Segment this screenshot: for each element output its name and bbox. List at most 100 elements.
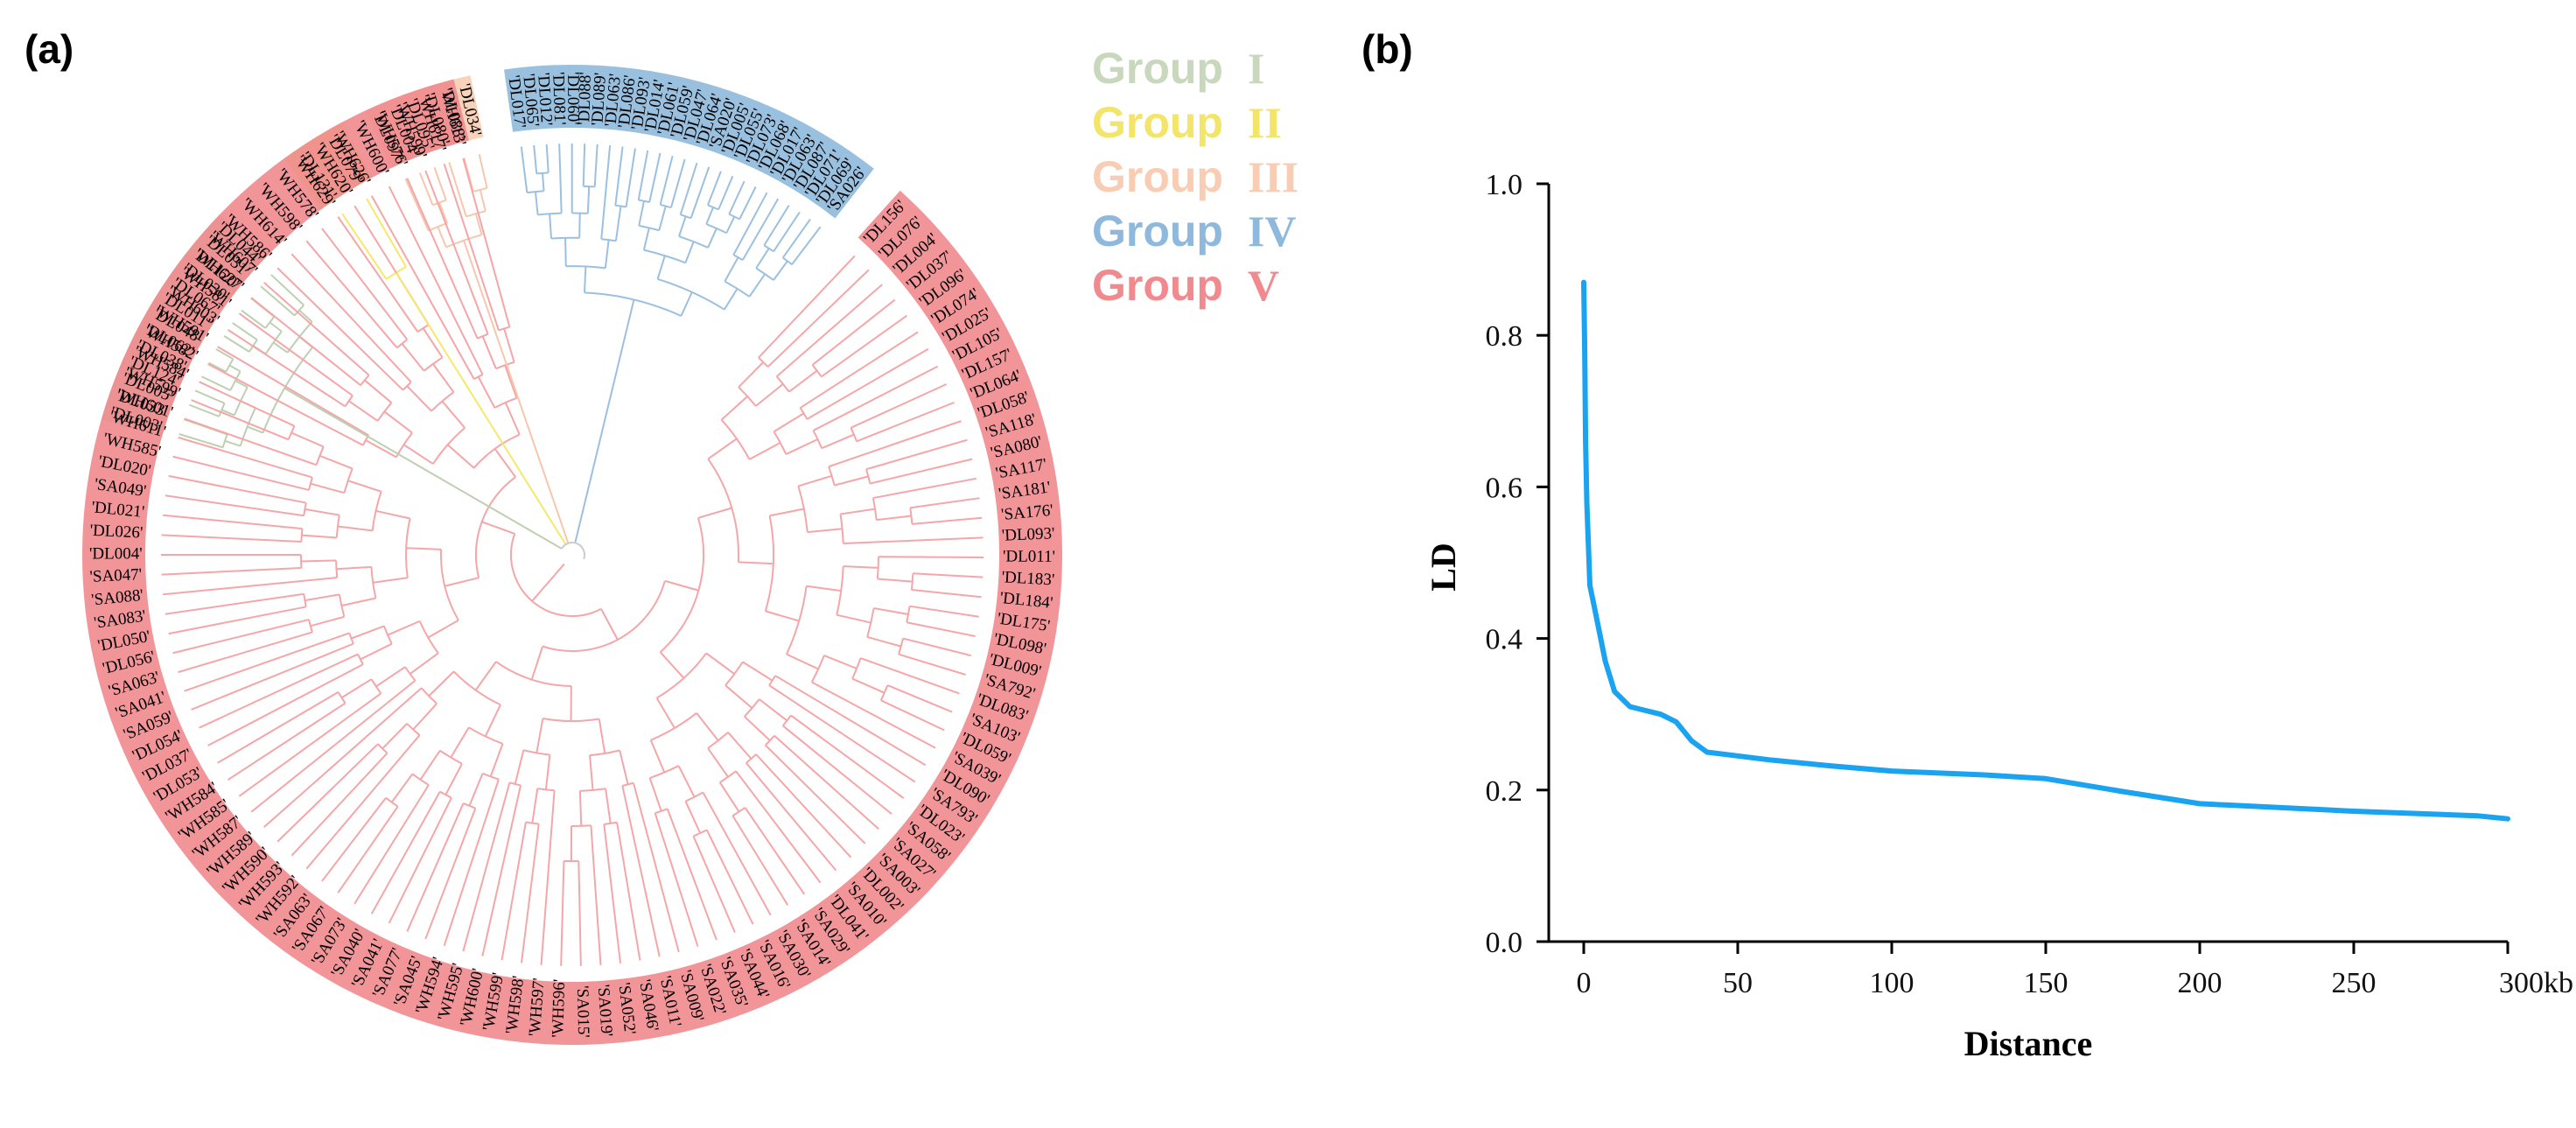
tree-branch — [865, 438, 968, 471]
tree-branch — [164, 494, 304, 517]
tree-branch — [250, 297, 361, 386]
tree-branch — [514, 749, 525, 785]
tree-branch — [481, 785, 522, 956]
tree-branch — [684, 801, 702, 834]
tree-branch — [422, 327, 444, 358]
y-tick-label: 0.2 — [1486, 775, 1523, 808]
tree-branch — [444, 577, 480, 587]
tree-branch — [741, 198, 780, 261]
legend-label: Group — [1092, 44, 1223, 93]
tree-branch — [347, 480, 382, 493]
x-tick-label: 150 — [2024, 967, 2068, 999]
tree-branch — [690, 166, 710, 219]
tree-branch — [207, 361, 227, 373]
legend-item-group-1: Group I — [1092, 44, 1264, 93]
tree-branch — [383, 410, 413, 434]
tree-branch — [188, 403, 220, 417]
tree-branch — [387, 620, 421, 636]
tree-branch — [504, 364, 518, 399]
tree-branch — [305, 240, 398, 349]
tree-branch — [692, 836, 736, 934]
tree-branch — [272, 341, 289, 354]
tree-branch — [773, 412, 805, 433]
tree-branch — [718, 781, 740, 813]
leaf-label: 'WH597' — [526, 977, 549, 1037]
tree-branch — [774, 675, 927, 767]
tree-branch — [481, 335, 497, 369]
tree-branch — [340, 678, 373, 699]
tree-branch — [798, 474, 832, 487]
leaf-label: 'DL026' — [89, 522, 144, 543]
x-axis-ticks: 0 50 100 150 200 250 300kb — [1577, 942, 2573, 999]
tree-branch — [866, 635, 901, 648]
tree-branch — [658, 206, 667, 231]
tree-branch — [637, 150, 649, 200]
tree-branch — [201, 375, 231, 391]
y-axis-ticks: 0.0 0.2 0.4 0.6 0.8 1.0 — [1486, 169, 1549, 959]
tree-branch — [388, 797, 452, 924]
tree-branch — [191, 642, 354, 711]
y-axis-title: LD — [1424, 543, 1463, 592]
tree-branch — [489, 743, 504, 777]
legend-label: Group — [1092, 152, 1223, 201]
tree-branch — [484, 704, 501, 737]
leaf-label: 'DL060' — [564, 72, 582, 125]
ld-decay-line — [1581, 279, 2510, 822]
tree-branch — [406, 802, 465, 932]
leaf-label: 'SA047' — [89, 565, 143, 586]
tree-branch — [911, 589, 982, 599]
tree-branch — [785, 438, 818, 455]
tree-branch — [742, 661, 774, 682]
tree-branch — [707, 228, 718, 249]
tree-branch — [260, 285, 296, 317]
tree-branch — [659, 651, 685, 679]
tree-branch — [479, 189, 486, 212]
tree-branch — [164, 592, 304, 615]
tree-branch — [544, 754, 551, 790]
tree-branch — [234, 380, 248, 389]
tree-branch — [706, 171, 722, 206]
y-tick-label: 0.8 — [1486, 320, 1523, 353]
tree-branch — [614, 146, 624, 206]
tree-branch — [409, 652, 439, 675]
tree-branch — [909, 605, 979, 618]
tree-branch — [654, 812, 699, 947]
legend-label: Group — [1092, 207, 1223, 256]
tree-branch — [404, 178, 430, 232]
tree-root-arc — [561, 542, 585, 560]
leaf-label: 'DL004' — [89, 544, 143, 563]
group-legend: Group I Group II Group III Group IV Grou… — [1092, 44, 1298, 310]
tree-branch — [659, 155, 674, 206]
leaf-label: 'DL081' — [549, 72, 569, 125]
tree-branch — [437, 226, 447, 248]
tree-branch — [850, 383, 948, 429]
tree-branch — [290, 752, 388, 857]
ld-decay-chart: 0.00.20.40.60.81.0 0 50 100 150 200 250 300kb … — [1424, 169, 2573, 1063]
tree-branch — [250, 679, 416, 813]
tree-branch — [178, 436, 313, 479]
tree-branch — [684, 241, 695, 263]
tree-branch — [744, 716, 771, 741]
tree-branch — [642, 228, 650, 250]
tree-branch — [438, 202, 448, 224]
tree-branch — [199, 653, 359, 729]
tree-branch — [590, 825, 602, 965]
tree-branch — [443, 164, 500, 331]
tree-branch — [448, 162, 467, 217]
tree-branch — [223, 335, 250, 353]
x-tick-label: 100 — [1870, 967, 1914, 999]
tree-branch — [836, 613, 872, 624]
tree-stem — [463, 240, 570, 544]
legend-item-group-2: Group II — [1092, 98, 1282, 147]
tree-branch — [843, 536, 984, 545]
tree-branch — [163, 514, 303, 530]
tree-branch — [697, 507, 732, 519]
tree-branch — [549, 214, 553, 239]
tree-branch — [337, 806, 399, 893]
tree-branch — [732, 815, 789, 906]
tree-branch — [341, 597, 376, 607]
tree-branch — [788, 369, 818, 393]
tree-branch — [702, 792, 772, 916]
tree-branch — [578, 860, 582, 966]
tree-branch — [732, 192, 768, 256]
